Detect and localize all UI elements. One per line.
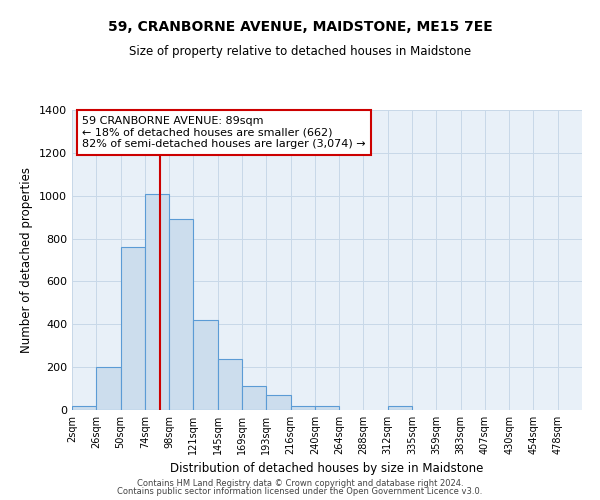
Bar xyxy=(169,220,193,410)
Bar xyxy=(315,406,339,410)
Y-axis label: Number of detached properties: Number of detached properties xyxy=(20,167,34,353)
Bar xyxy=(121,247,145,410)
Text: 59 CRANBORNE AVENUE: 89sqm
← 18% of detached houses are smaller (662)
82% of sem: 59 CRANBORNE AVENUE: 89sqm ← 18% of deta… xyxy=(82,116,366,149)
Bar xyxy=(145,194,169,410)
Bar xyxy=(72,406,96,410)
Bar xyxy=(218,358,242,410)
Bar xyxy=(388,406,412,410)
Bar xyxy=(193,320,218,410)
Bar xyxy=(96,367,121,410)
Text: Contains public sector information licensed under the Open Government Licence v3: Contains public sector information licen… xyxy=(118,487,482,496)
Text: Contains HM Land Registry data © Crown copyright and database right 2024.: Contains HM Land Registry data © Crown c… xyxy=(137,478,463,488)
Bar xyxy=(266,395,290,410)
Text: 59, CRANBORNE AVENUE, MAIDSTONE, ME15 7EE: 59, CRANBORNE AVENUE, MAIDSTONE, ME15 7E… xyxy=(107,20,493,34)
Text: Size of property relative to detached houses in Maidstone: Size of property relative to detached ho… xyxy=(129,45,471,58)
Bar xyxy=(290,406,315,410)
Bar xyxy=(242,386,266,410)
X-axis label: Distribution of detached houses by size in Maidstone: Distribution of detached houses by size … xyxy=(170,462,484,475)
